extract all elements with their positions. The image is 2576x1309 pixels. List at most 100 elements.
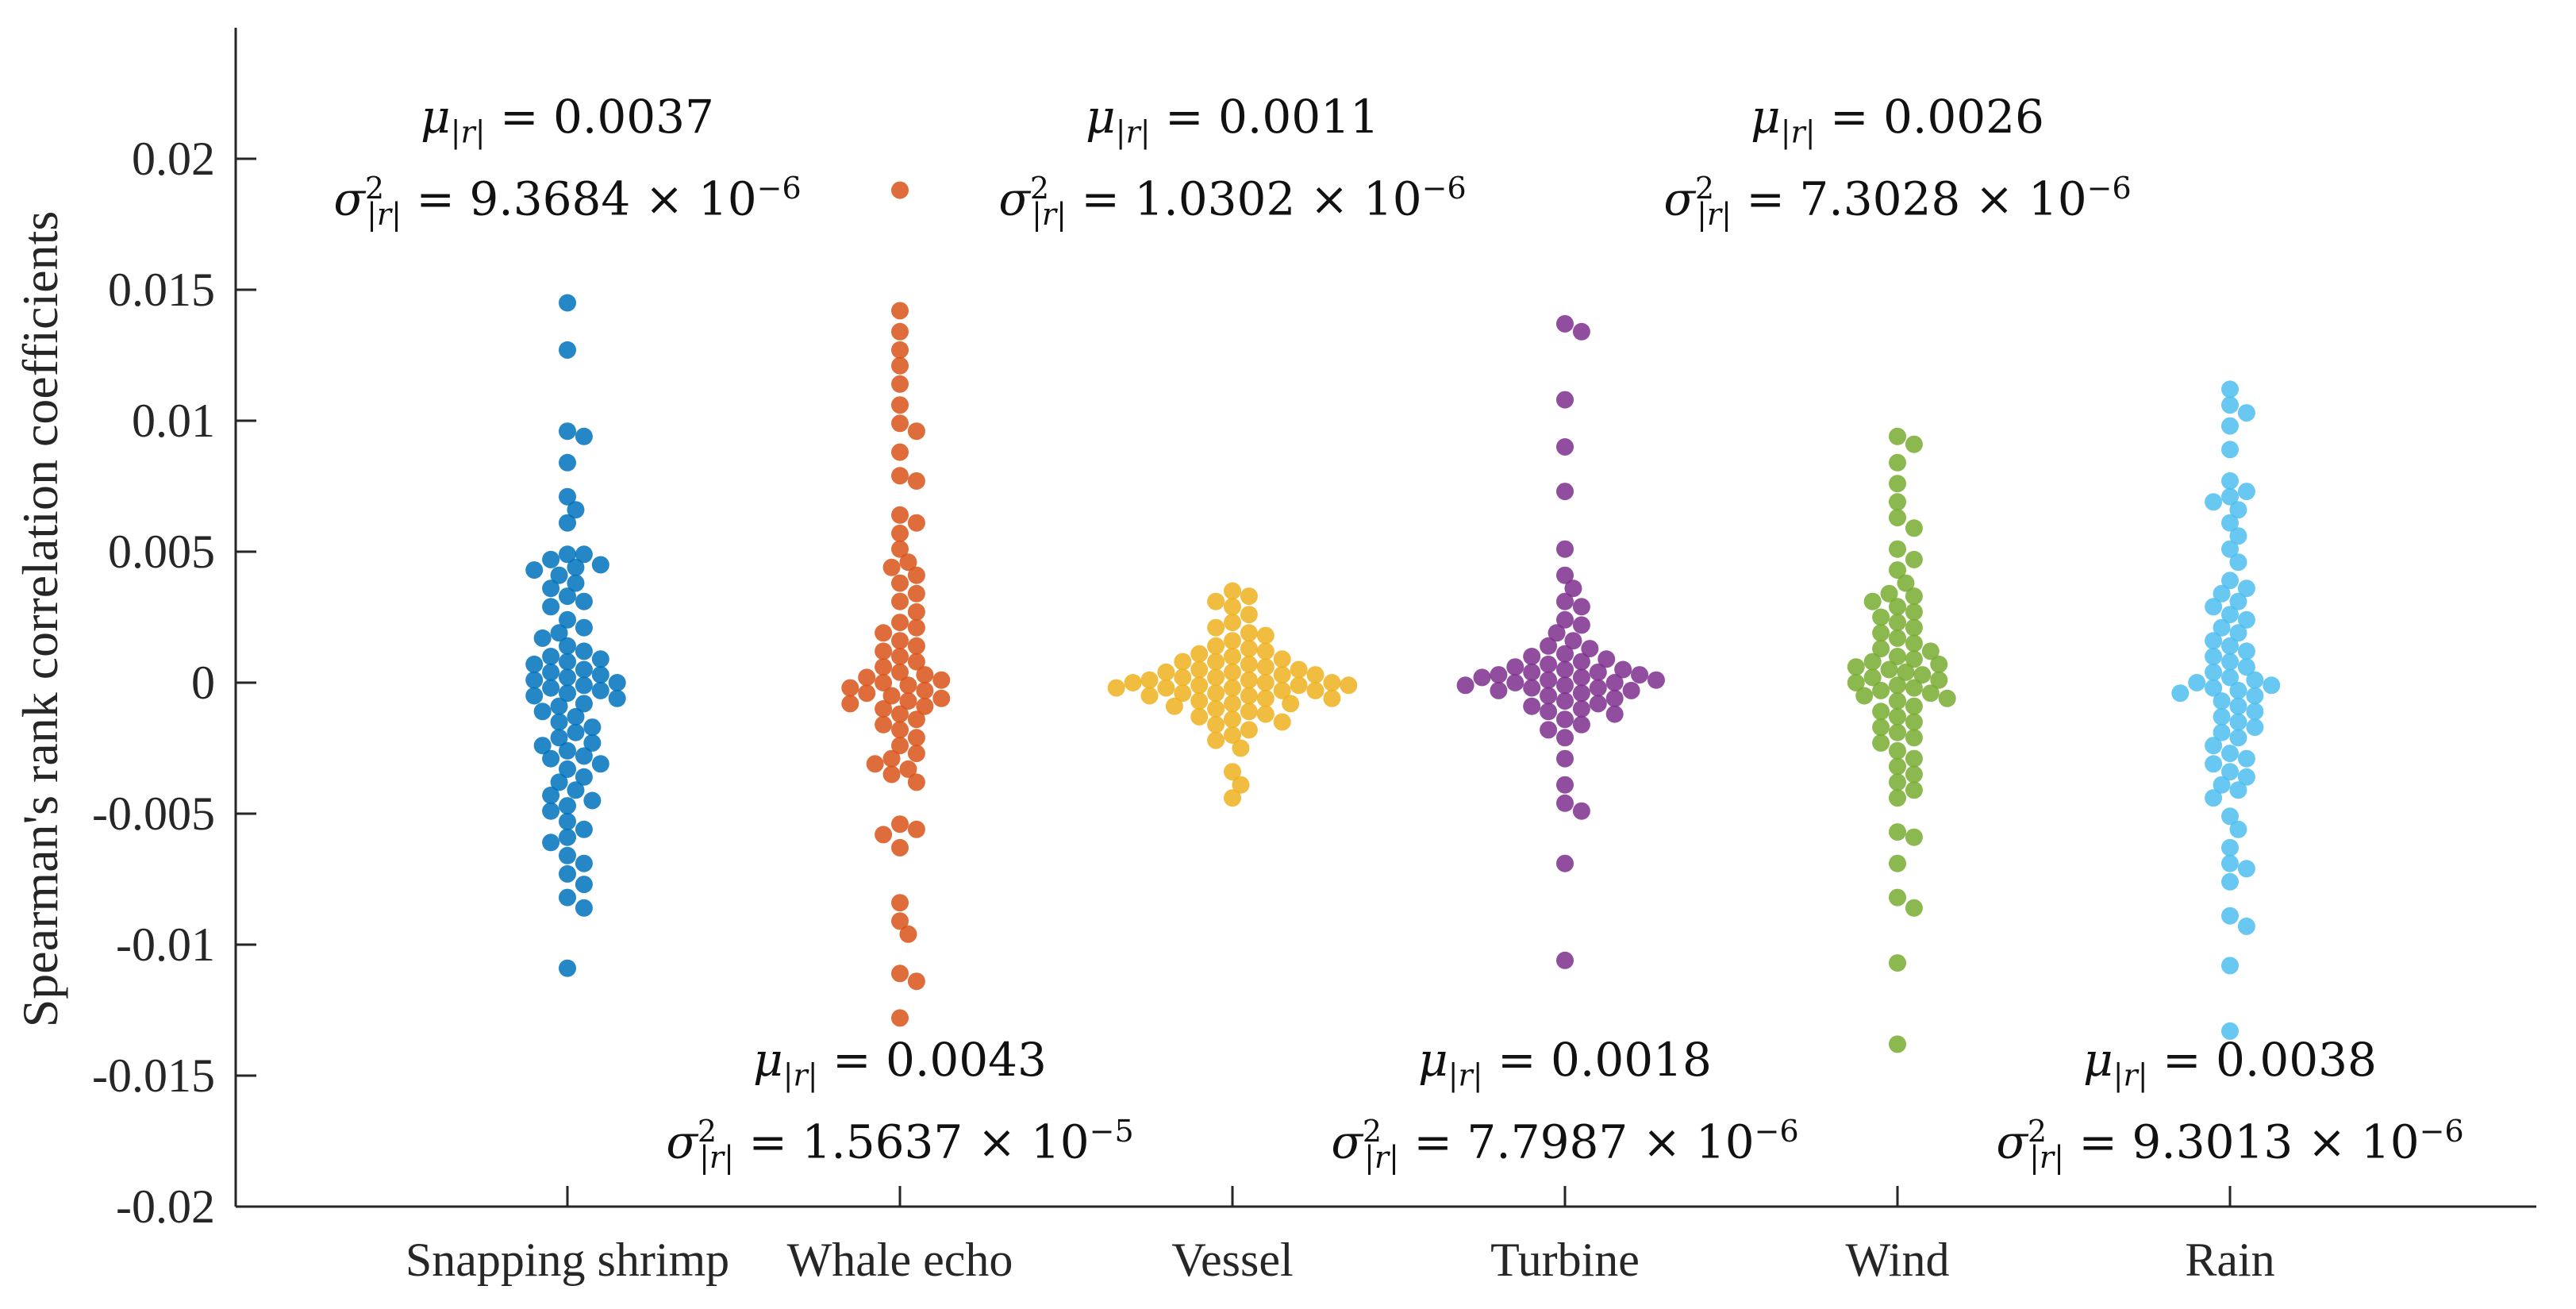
data-point [1256,674,1275,691]
data-point [1224,789,1241,807]
data-point [1232,776,1250,794]
data-point [1124,674,1142,691]
data-point [1905,519,1923,537]
data-point [1930,671,1948,689]
data-point [1889,614,1906,632]
data-point [2246,671,2264,689]
variance-value: 7.7987 [1467,1114,1628,1168]
data-point [875,715,893,733]
x-tick-label: Turbine [1490,1234,1640,1286]
data-point [907,653,925,671]
data-point [1256,626,1275,645]
data-point [550,697,568,715]
data-point [2221,854,2239,872]
variance-value: 9.3684 [469,171,631,225]
data-point [1240,624,1258,642]
data-point [2221,637,2239,655]
data-point [1863,653,1882,671]
data-point [2213,707,2231,726]
data-point [1523,663,1541,681]
data-point [583,733,602,752]
data-point [1190,676,1209,695]
data-point [1863,668,1882,687]
data-point [2221,653,2239,671]
data-point [1872,624,1890,642]
data-point [1889,789,1906,807]
data-point [2221,872,2239,891]
data-point [1889,741,1906,760]
data-point [1872,718,1890,737]
data-point [1889,692,1906,710]
stats-annotation: μ|r| = 0.0037 σ2|r| = 9.3684 × 10−6 [333,90,802,232]
data-point [2213,618,2231,637]
variance-value: 9.3013 [2132,1114,2293,1168]
data-point [2221,396,2239,414]
data-point [1572,598,1590,616]
data-point [542,598,560,616]
data-point [875,700,893,718]
data-point [1224,648,1241,665]
data-point [1889,629,1906,647]
data-point [2221,957,2239,975]
data-point [1572,802,1590,820]
data-point [1889,707,1906,726]
data-point [542,749,560,768]
data-point [2188,674,2206,691]
data-point [591,650,609,668]
data-point [575,768,593,786]
data-point [559,453,576,472]
data-point [1207,731,1225,749]
variance-exponent: −6 [1421,170,1467,206]
data-point [2221,540,2239,558]
data-point [1323,674,1341,691]
data-point [2221,763,2239,781]
data-point [1556,776,1574,794]
series-turbine [1456,314,1665,969]
data-point [1273,650,1291,668]
data-point [907,584,925,603]
data-point [1556,794,1574,812]
data-point [907,514,925,532]
data-point [1905,679,1923,697]
data-point [1905,765,1923,783]
data-point [907,618,925,637]
data-point [533,703,552,721]
data-point [891,540,909,558]
mean-value: 0.0018 [1551,1033,1712,1087]
data-point [575,747,593,765]
data-point [559,545,576,564]
data-point [2221,807,2239,826]
data-point [1207,700,1225,718]
data-point [559,487,576,506]
data-point [1572,668,1590,687]
data-point [916,681,934,699]
data-point [891,322,909,341]
data-point [533,737,552,755]
data-point [1523,697,1541,715]
data-point [575,676,593,695]
x-tick-label: Vessel [1171,1234,1293,1286]
data-point [575,618,593,637]
data-point [1540,687,1558,705]
data-point [1207,684,1225,703]
data-point [575,642,593,660]
data-point [1273,666,1291,684]
data-point [907,566,925,584]
data-point [1847,674,1865,691]
data-point [559,797,576,815]
series-whale-echo [841,181,951,1027]
data-point [1913,666,1932,684]
data-point [1631,666,1649,684]
data-point [2213,692,2231,710]
data-point [1490,666,1508,684]
data-point [1556,540,1574,558]
data-point [567,501,585,519]
data-point [1556,391,1574,409]
data-point [1473,668,1491,687]
data-point [1863,592,1882,610]
data-point [891,443,909,461]
mean-value: 0.0037 [553,90,714,144]
data-point [542,550,560,568]
data-point [2237,483,2255,501]
data-point [1905,697,1923,715]
